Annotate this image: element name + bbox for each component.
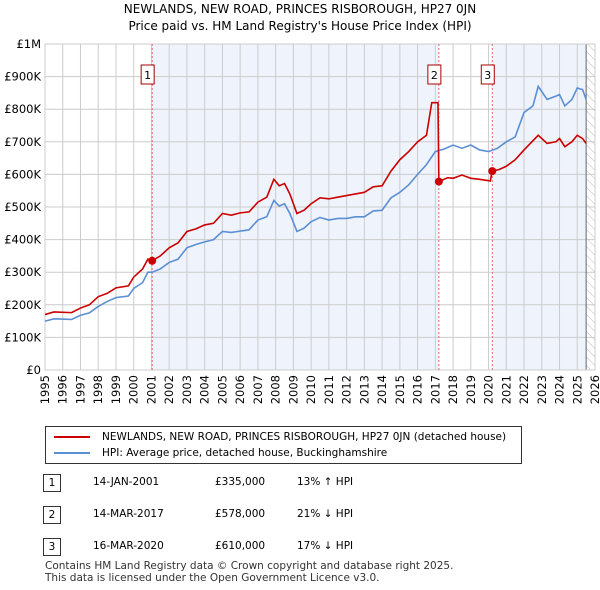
sale-price: £610,000 bbox=[215, 540, 266, 552]
y-tick-label: £100K bbox=[4, 330, 41, 344]
x-tick-label: 2017 bbox=[428, 375, 442, 404]
chart-subtitle: Price paid vs. HM Land Registry's House … bbox=[128, 19, 472, 33]
y-tick-label: £500K bbox=[4, 200, 41, 214]
x-tick-label: 2013 bbox=[357, 375, 371, 404]
x-tick-label: 2014 bbox=[375, 375, 389, 404]
x-tick-label: 2010 bbox=[304, 375, 318, 404]
sale-point-1 bbox=[148, 256, 157, 265]
x-tick-label: 1997 bbox=[73, 375, 87, 404]
y-tick-label: £600K bbox=[4, 167, 41, 181]
x-tick-label: 2005 bbox=[215, 375, 229, 404]
sale-label-box-1 bbox=[140, 64, 155, 85]
x-tick-label: 2026 bbox=[588, 375, 600, 404]
y-tick-label: £0 bbox=[26, 363, 41, 377]
x-tick-label: 1998 bbox=[91, 375, 105, 404]
sale-label-box-2 bbox=[427, 64, 442, 85]
x-tick-label: 2011 bbox=[322, 375, 336, 404]
legend: NEWLANDS, NEW ROAD, PRINCES RISBOROUGH, … bbox=[45, 426, 522, 464]
footer-copyright: Contains HM Land Registry data © Crown c… bbox=[45, 560, 454, 572]
sale-point-3 bbox=[488, 167, 497, 176]
sale-number: 1 bbox=[43, 474, 61, 492]
x-tick-label: 2006 bbox=[233, 375, 247, 404]
legend-label-hpi: HPI: Average price, detached house, Buck… bbox=[102, 447, 388, 459]
legend-label-property: NEWLANDS, NEW ROAD, PRINCES RISBOROUGH, … bbox=[102, 431, 507, 443]
y-tick-label: £900K bbox=[4, 70, 41, 84]
x-tick-label: 1999 bbox=[109, 375, 123, 404]
sale-hpi-diff: 21% ↓ HPI bbox=[297, 508, 354, 520]
x-tick-label: 2007 bbox=[251, 375, 265, 404]
y-tick-label: £1M bbox=[16, 37, 41, 51]
x-tick-label: 2020 bbox=[482, 375, 496, 404]
sale-price: £335,000 bbox=[215, 476, 266, 488]
sale-number: 2 bbox=[43, 506, 61, 524]
legend-swatch-property bbox=[54, 436, 90, 438]
sale-label-2: 2 bbox=[431, 69, 438, 82]
sale-label-1: 1 bbox=[144, 69, 151, 82]
x-tick-label: 2002 bbox=[162, 375, 176, 404]
x-tick-label: 2008 bbox=[269, 375, 283, 404]
legend-item-property: NEWLANDS, NEW ROAD, PRINCES RISBOROUGH, … bbox=[54, 431, 506, 443]
sale-label-3: 3 bbox=[484, 69, 491, 82]
x-tick-label: 2018 bbox=[446, 375, 460, 404]
x-tick-label: 1996 bbox=[56, 375, 70, 404]
sale-hpi-diff: 17% ↓ HPI bbox=[297, 540, 354, 552]
sale-price: £578,000 bbox=[215, 508, 266, 520]
x-tick-label: 2023 bbox=[535, 375, 549, 404]
plot-area: £0 £100K £200K £300K £400K £500K £600K £700K £80… bbox=[4, 37, 600, 404]
footer-licence: This data is licensed under the Open Gov… bbox=[45, 572, 380, 584]
legend-item-hpi: HPI: Average price, detached house, Buck… bbox=[54, 447, 387, 459]
sale-date: 14-JAN-2001 bbox=[93, 476, 160, 488]
x-tick-label: 2004 bbox=[198, 375, 212, 404]
plot-border bbox=[44, 43, 596, 371]
x-tick-label: 2019 bbox=[464, 375, 478, 404]
x-tick-label: 2009 bbox=[286, 375, 300, 404]
sale-point-2 bbox=[434, 177, 443, 186]
chart-title: NEWLANDS, NEW ROAD, PRINCES RISBOROUGH, … bbox=[123, 2, 477, 16]
legend-swatch-hpi bbox=[54, 452, 90, 454]
x-tick-label: 2021 bbox=[499, 375, 513, 404]
sale-number: 3 bbox=[43, 538, 61, 556]
y-tick-label: £200K bbox=[4, 298, 41, 312]
x-tick-label: 2000 bbox=[127, 375, 141, 404]
x-tick-label: 2003 bbox=[180, 375, 194, 404]
y-tick-label: £800K bbox=[4, 102, 41, 116]
hpi-line bbox=[44, 84, 587, 322]
sale-hpi-diff: 13% ↑ HPI bbox=[297, 476, 354, 488]
sale-date: 16-MAR-2020 bbox=[93, 540, 164, 552]
x-tick-label: 2025 bbox=[570, 375, 584, 404]
x-tick-label: 2001 bbox=[144, 375, 158, 404]
sale-date: 14-MAR-2017 bbox=[93, 508, 164, 520]
x-tick-label: 2022 bbox=[517, 375, 531, 404]
sale-label-box-3 bbox=[480, 64, 495, 85]
y-tick-label: £700K bbox=[4, 135, 41, 149]
x-tick-label: 2016 bbox=[411, 375, 425, 404]
x-tick-label: 2015 bbox=[393, 375, 407, 404]
x-tick-label: 2012 bbox=[340, 375, 354, 404]
y-tick-label: £400K bbox=[4, 233, 41, 247]
x-tick-label: 2024 bbox=[553, 375, 567, 404]
x-tick-label: 1995 bbox=[38, 375, 52, 404]
y-tick-label: £300K bbox=[4, 265, 41, 279]
